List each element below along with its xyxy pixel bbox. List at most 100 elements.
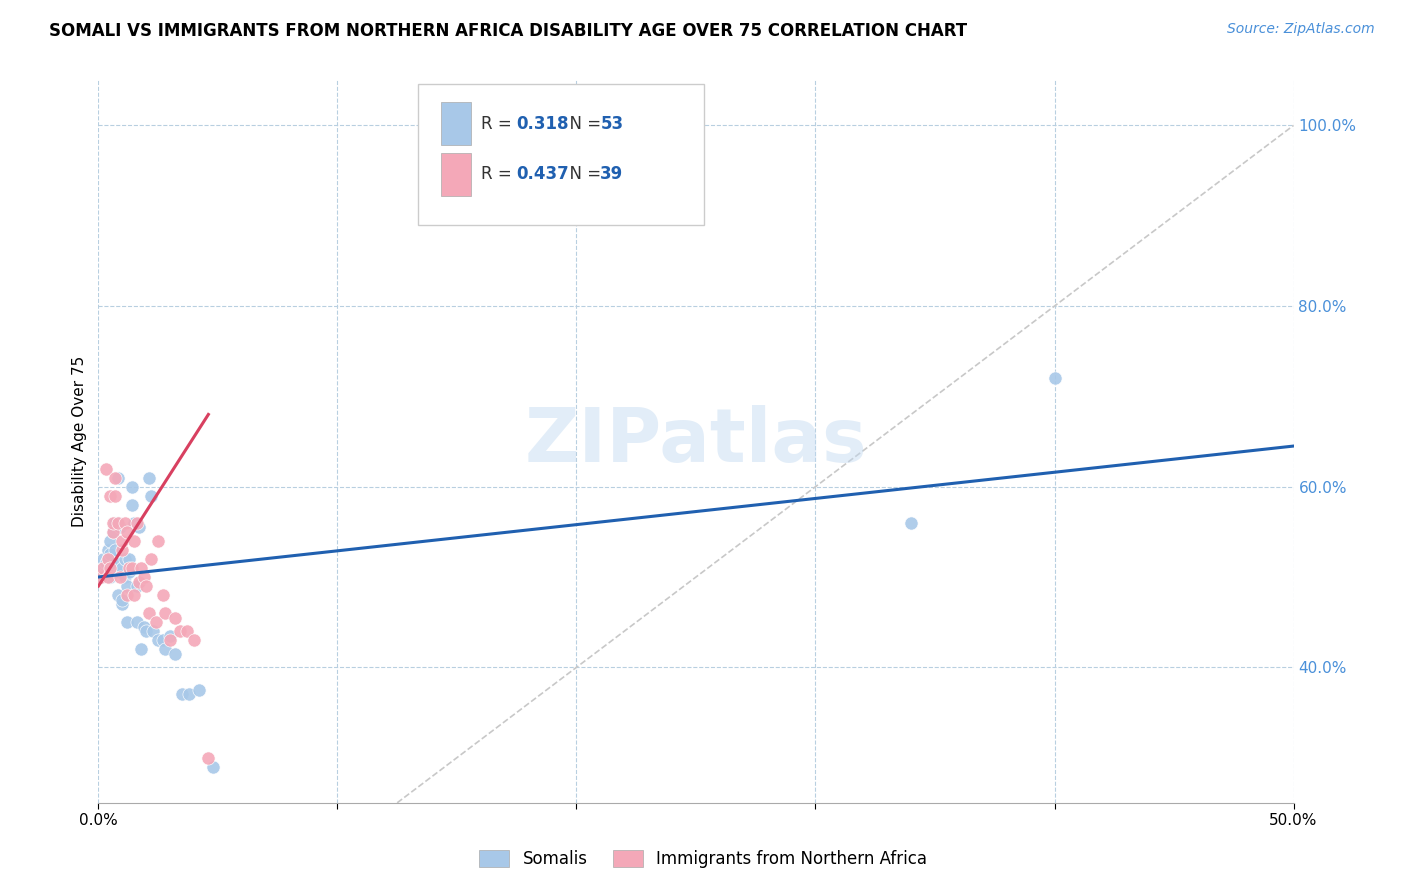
Point bbox=[115, 588, 138, 602]
Point bbox=[111, 561, 134, 575]
Point bbox=[152, 633, 174, 648]
Point bbox=[176, 624, 198, 639]
Point bbox=[132, 620, 155, 634]
Point bbox=[163, 610, 186, 624]
Text: N =: N = bbox=[558, 115, 606, 133]
Point bbox=[121, 480, 143, 494]
Point bbox=[108, 570, 131, 584]
Point bbox=[124, 533, 146, 548]
Point bbox=[94, 461, 117, 475]
Point bbox=[163, 647, 186, 661]
Point bbox=[131, 642, 153, 657]
Text: N =: N = bbox=[558, 165, 606, 183]
Point bbox=[98, 489, 122, 503]
Point bbox=[90, 561, 112, 575]
Point bbox=[179, 687, 201, 701]
Point bbox=[139, 552, 162, 566]
Point bbox=[101, 516, 124, 530]
Point bbox=[121, 498, 143, 512]
Point bbox=[97, 552, 120, 566]
Point bbox=[900, 516, 922, 530]
Point bbox=[145, 615, 167, 630]
Point bbox=[115, 579, 138, 593]
Point bbox=[104, 471, 127, 485]
Point bbox=[138, 471, 160, 485]
Point bbox=[111, 597, 134, 611]
Point bbox=[124, 588, 146, 602]
Point bbox=[169, 624, 191, 639]
Point bbox=[98, 561, 122, 575]
Point bbox=[159, 633, 181, 648]
Point bbox=[111, 533, 134, 548]
Text: 0.318: 0.318 bbox=[517, 115, 569, 133]
Text: SOMALI VS IMMIGRANTS FROM NORTHERN AFRICA DISABILITY AGE OVER 75 CORRELATION CHA: SOMALI VS IMMIGRANTS FROM NORTHERN AFRIC… bbox=[49, 22, 967, 40]
Point bbox=[115, 524, 138, 539]
Text: 39: 39 bbox=[600, 165, 624, 183]
FancyBboxPatch shape bbox=[441, 102, 471, 145]
Point bbox=[107, 588, 129, 602]
Point bbox=[91, 552, 114, 566]
Point bbox=[135, 624, 157, 639]
Point bbox=[108, 520, 131, 534]
Point bbox=[125, 516, 148, 530]
Text: R =: R = bbox=[481, 115, 517, 133]
Point bbox=[104, 542, 127, 557]
Point bbox=[94, 566, 117, 580]
Point bbox=[101, 524, 124, 539]
Point bbox=[124, 516, 146, 530]
Point bbox=[114, 516, 136, 530]
Point bbox=[114, 570, 136, 584]
Point bbox=[108, 566, 131, 580]
Point bbox=[101, 561, 124, 575]
Point bbox=[155, 606, 177, 620]
Point bbox=[118, 561, 141, 575]
FancyBboxPatch shape bbox=[418, 84, 704, 225]
Point bbox=[98, 533, 122, 548]
Point bbox=[183, 633, 205, 648]
Point bbox=[107, 516, 129, 530]
Point bbox=[139, 489, 162, 503]
Point bbox=[128, 520, 150, 534]
Point bbox=[111, 542, 134, 557]
Point bbox=[138, 606, 160, 620]
Point bbox=[155, 642, 177, 657]
Point bbox=[104, 557, 127, 571]
FancyBboxPatch shape bbox=[441, 153, 471, 196]
Point bbox=[91, 561, 114, 575]
Point bbox=[101, 524, 124, 539]
Point bbox=[197, 750, 219, 764]
Point bbox=[97, 542, 120, 557]
Point bbox=[1043, 371, 1066, 385]
Point bbox=[118, 552, 141, 566]
Point bbox=[111, 592, 134, 607]
Point bbox=[131, 561, 153, 575]
Point bbox=[148, 533, 170, 548]
Point bbox=[159, 629, 181, 643]
Point bbox=[118, 566, 141, 580]
Text: Source: ZipAtlas.com: Source: ZipAtlas.com bbox=[1227, 22, 1375, 37]
Point bbox=[107, 471, 129, 485]
Y-axis label: Disability Age Over 75: Disability Age Over 75 bbox=[72, 356, 87, 527]
Text: 0.437: 0.437 bbox=[517, 165, 569, 183]
Point bbox=[148, 633, 170, 648]
Point bbox=[90, 570, 112, 584]
Point bbox=[98, 548, 122, 562]
Point bbox=[114, 552, 136, 566]
Point bbox=[97, 570, 120, 584]
Point bbox=[121, 561, 143, 575]
Point bbox=[97, 552, 120, 566]
Point bbox=[94, 557, 117, 571]
Point bbox=[202, 760, 225, 774]
Point bbox=[125, 615, 148, 630]
Point bbox=[115, 615, 138, 630]
Point bbox=[104, 516, 127, 530]
Point bbox=[128, 574, 150, 589]
Point bbox=[104, 489, 127, 503]
Point bbox=[125, 579, 148, 593]
Text: R =: R = bbox=[481, 165, 517, 183]
Point bbox=[152, 588, 174, 602]
Text: 53: 53 bbox=[600, 115, 623, 133]
Point bbox=[172, 687, 194, 701]
Point bbox=[90, 570, 112, 584]
Point bbox=[107, 516, 129, 530]
